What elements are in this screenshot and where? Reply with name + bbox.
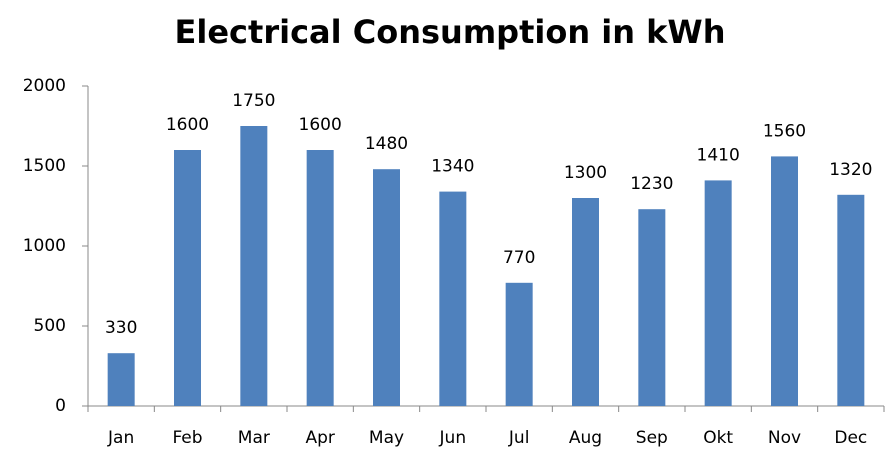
x-tick-label: Mar bbox=[238, 428, 270, 448]
y-tick-label: 500 bbox=[34, 316, 66, 336]
data-label: 1410 bbox=[697, 145, 740, 165]
bar bbox=[240, 126, 268, 406]
data-label: 1750 bbox=[232, 91, 275, 111]
data-label: 1560 bbox=[763, 121, 806, 141]
chart-title: Electrical Consumption in kWh bbox=[175, 13, 726, 51]
x-tick-label: Nov bbox=[768, 428, 801, 448]
bar bbox=[505, 282, 533, 406]
bar bbox=[638, 209, 666, 406]
data-label: 1600 bbox=[299, 115, 342, 135]
bar bbox=[107, 353, 135, 406]
y-tick-label: 1500 bbox=[23, 156, 66, 176]
x-tick-label: Jun bbox=[439, 428, 467, 448]
x-tick-label: Feb bbox=[172, 428, 202, 448]
data-label: 330 bbox=[105, 318, 137, 338]
x-tick-label: Dec bbox=[834, 428, 867, 448]
data-label: 1320 bbox=[829, 160, 872, 180]
bar bbox=[572, 198, 599, 406]
data-label: 770 bbox=[503, 248, 535, 268]
y-tick-label: 1000 bbox=[23, 236, 66, 256]
x-tick-label: Apr bbox=[305, 428, 334, 448]
bar bbox=[174, 150, 201, 406]
data-label: 1480 bbox=[365, 134, 408, 154]
x-tick-label: Sep bbox=[636, 428, 668, 448]
bar bbox=[704, 180, 732, 406]
bar bbox=[771, 156, 798, 406]
x-tick-label: Okt bbox=[703, 428, 733, 448]
bar bbox=[837, 194, 865, 406]
y-tick-label: 2000 bbox=[23, 76, 66, 96]
x-tick-label: Aug bbox=[569, 428, 602, 448]
y-tick-label: 0 bbox=[55, 396, 66, 416]
data-label: 1230 bbox=[630, 174, 673, 194]
data-label: 1300 bbox=[564, 163, 607, 183]
x-tick-label: May bbox=[369, 428, 404, 448]
data-label: 1600 bbox=[166, 115, 209, 135]
x-tick-label: Jan bbox=[107, 428, 134, 448]
data-label: 1340 bbox=[431, 157, 474, 177]
bar bbox=[373, 169, 400, 406]
bar bbox=[439, 191, 467, 406]
bar bbox=[306, 150, 334, 406]
x-tick-label: Jul bbox=[508, 428, 530, 448]
